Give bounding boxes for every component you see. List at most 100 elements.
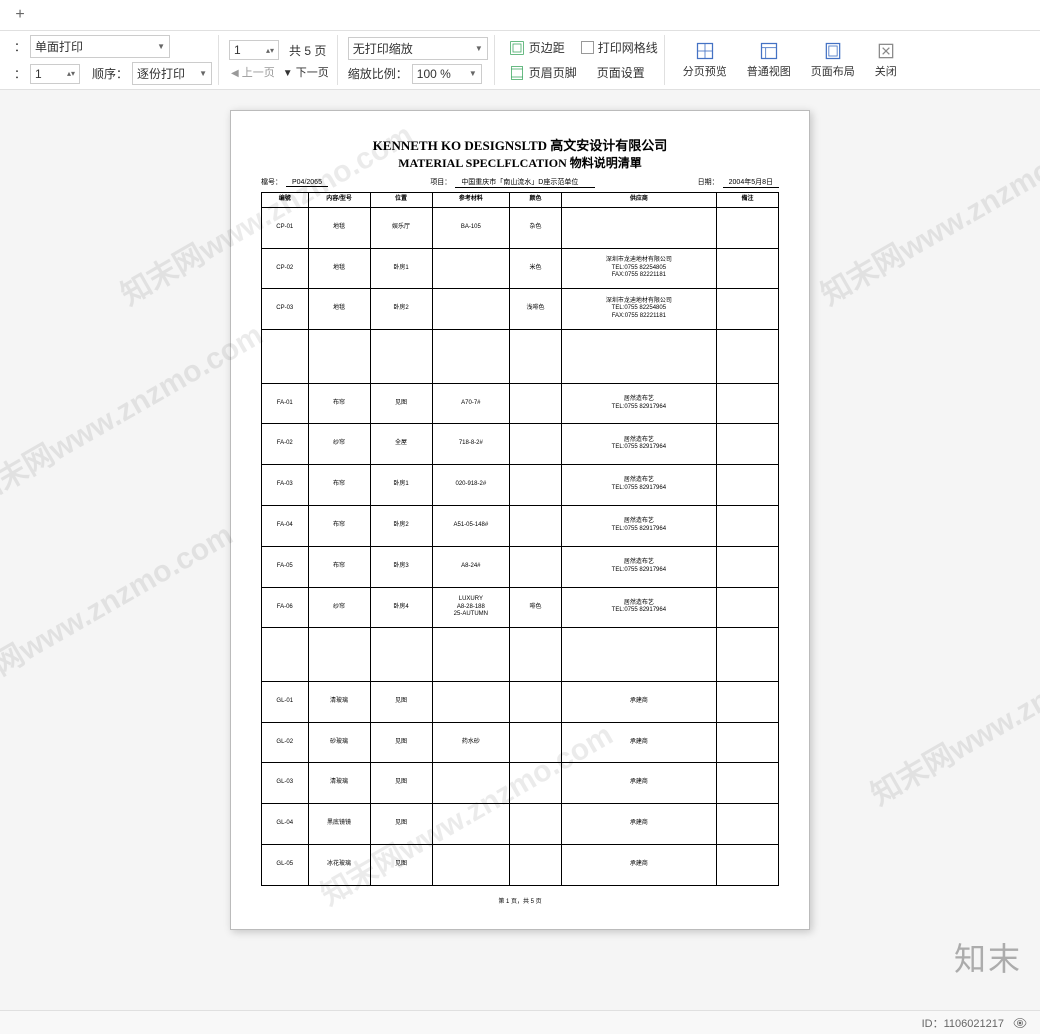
- page-setup-button[interactable]: 页面设置: [593, 62, 649, 83]
- table-cell: [716, 383, 778, 424]
- table-cell: 见图: [370, 383, 432, 424]
- table-cell: 地毯: [308, 289, 370, 330]
- normal-view-button[interactable]: 普通视图: [739, 37, 799, 83]
- page-break-button[interactable]: 分页预览: [675, 37, 735, 83]
- table-cell: 卧房4: [370, 587, 432, 628]
- table-row: FA-01布帘见图A70-7#居然造布艺TEL:0755 82917964: [262, 383, 779, 424]
- close-label: 关闭: [875, 63, 897, 79]
- table-cell: [510, 546, 562, 587]
- table-cell: [308, 628, 370, 682]
- table-cell: 黑底镜镜: [308, 804, 370, 845]
- table-cell: 居然造布艺TEL:0755 82917964: [561, 546, 716, 587]
- table-cell: [716, 506, 778, 547]
- toolbar-group-margins: 页边距 打印网格线 页眉页脚 页面设置: [499, 35, 665, 85]
- order-select[interactable]: 逐份打印 ▼: [132, 62, 212, 85]
- order-value: 逐份打印: [137, 65, 185, 82]
- table-cell: 居然造布艺TEL:0755 82917964: [561, 383, 716, 424]
- table-cell: CP-01: [262, 207, 309, 248]
- scale-value: 无打印缩放: [353, 40, 413, 57]
- table-cell: [716, 763, 778, 804]
- table-cell: [510, 465, 562, 506]
- duplex-select[interactable]: 单面打印 ▼: [30, 35, 170, 58]
- normal-view-label: 普通视图: [747, 63, 791, 79]
- table-row: CP-02地毯卧房1米色深圳市龙迪地材有限公司TEL:0755 82254805…: [262, 248, 779, 289]
- table-header-cell: 位置: [370, 193, 432, 208]
- table-cell: [716, 207, 778, 248]
- new-tab-button[interactable]: +: [8, 3, 32, 27]
- margins-icon: [509, 40, 525, 56]
- status-bar: ID：1106021217: [0, 1010, 1040, 1034]
- header-footer-button[interactable]: 页眉页脚: [505, 62, 581, 83]
- table-header-cell: 備注: [716, 193, 778, 208]
- table-cell: GL-03: [262, 763, 309, 804]
- table-cell: 卧房2: [370, 289, 432, 330]
- chevron-left-icon: ◀: [231, 68, 239, 79]
- ref-label: 檔号：: [261, 177, 282, 187]
- copies-select[interactable]: 1 ▴▾: [30, 64, 80, 84]
- prev-page-button[interactable]: ◀ 上一页: [229, 64, 277, 80]
- table-row: FA-04布帘卧房2A51-05-148#居然造布艺TEL:0755 82917…: [262, 506, 779, 547]
- date-value: 2004年5月8日: [723, 177, 779, 188]
- page-number-input[interactable]: 1 ▴▾: [229, 40, 279, 60]
- table-cell: 卧房1: [370, 465, 432, 506]
- stepper-icon: ▴▾: [266, 46, 274, 55]
- table-cell: FA-05: [262, 546, 309, 587]
- page-setup-label: 页面设置: [597, 64, 645, 81]
- table-cell: 清玻璃: [308, 763, 370, 804]
- table-row: GL-03清玻璃见图承建商: [262, 763, 779, 804]
- close-button[interactable]: 关闭: [867, 37, 905, 83]
- table-cell: [716, 681, 778, 722]
- page-layout-label: 页面布局: [811, 63, 855, 79]
- scale-select[interactable]: 无打印缩放 ▼: [348, 37, 488, 60]
- table-cell: 纱帘: [308, 424, 370, 465]
- table-cell: [432, 681, 510, 722]
- eye-icon: [1012, 1015, 1028, 1031]
- table-cell: [716, 722, 778, 763]
- table-cell: FA-03: [262, 465, 309, 506]
- table-cell: FA-01: [262, 383, 309, 424]
- table-header-cell: 内容/型号: [308, 193, 370, 208]
- table-cell: [716, 248, 778, 289]
- watermark: 知末网www.znzmo.com: [0, 510, 239, 713]
- chevron-down-icon: ▼: [199, 69, 207, 78]
- table-cell: A70-7#: [432, 383, 510, 424]
- table-cell: [432, 330, 510, 384]
- table-cell: CP-02: [262, 248, 309, 289]
- zoom-select[interactable]: 100 % ▼: [412, 64, 482, 84]
- table-cell: 承建商: [561, 722, 716, 763]
- table-cell: [370, 330, 432, 384]
- date-label: 日期：: [698, 177, 719, 187]
- page-current: 1: [234, 43, 241, 57]
- show-grid-checkbox[interactable]: 打印网格线: [581, 39, 658, 56]
- header-footer-label: 页眉页脚: [529, 64, 577, 81]
- table-cell: CP-03: [262, 289, 309, 330]
- next-page-button[interactable]: ▼ 下一页: [281, 64, 331, 80]
- table-cell: 布帘: [308, 506, 370, 547]
- page-layout-button[interactable]: 页面布局: [803, 37, 863, 83]
- meta-project: 项目：中国重庆市「南山流水」D座示范单位: [430, 177, 595, 188]
- duplex-value: 单面打印: [35, 38, 83, 55]
- toolbar-group-views: 分页预览 普通视图 页面布局 关闭: [669, 35, 911, 85]
- table-header-cell: 参考材料: [432, 193, 510, 208]
- zoom-label: 缩放比例：: [348, 65, 408, 82]
- print-preview-workspace: 知末网www.znzmo.com 知末网www.znzmo.com 知末网www…: [0, 90, 1040, 1010]
- table-cell: 冰花玻璃: [308, 845, 370, 886]
- chevron-down-icon: ▼: [469, 69, 477, 78]
- table-cell: [716, 330, 778, 384]
- table-row: FA-05布帘卧房3A8-24#居然造布艺TEL:0755 82917964: [262, 546, 779, 587]
- table-cell: 地毯: [308, 248, 370, 289]
- toolbar-group-duplex: ： 单面打印 ▼ ： 1 ▴▾ 顺序： 逐份打印 ▼: [8, 35, 219, 85]
- table-cell: [510, 722, 562, 763]
- checkbox-icon: [581, 41, 594, 54]
- table-body: CP-01地毯娱乐厅BA-105杂色CP-02地毯卧房1米色深圳市龙迪地材有限公…: [262, 207, 779, 885]
- table-cell: FA-04: [262, 506, 309, 547]
- margins-button[interactable]: 页边距: [505, 37, 569, 58]
- page-break-icon: [695, 41, 715, 61]
- page-layout-icon: [823, 41, 843, 61]
- table-cell: GL-04: [262, 804, 309, 845]
- table-cell: 砂玻璃: [308, 722, 370, 763]
- chevron-down-icon: ▼: [283, 68, 293, 79]
- normal-view-icon: [759, 41, 779, 61]
- table-cell: 深圳市龙迪地材有限公司TEL:0755 82254805FAX:0755 822…: [561, 248, 716, 289]
- copies-label: ：: [14, 65, 26, 82]
